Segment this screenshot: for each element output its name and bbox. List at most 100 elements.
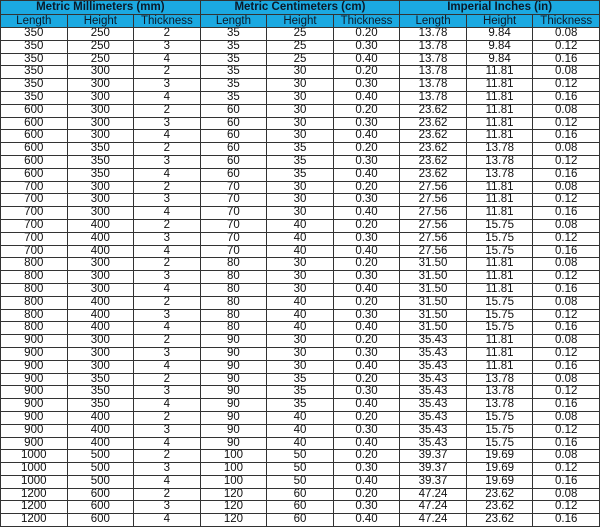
table-cell: 35 [199, 65, 268, 80]
table-cell: 0.12 [532, 346, 600, 361]
table-cell: 600 [0, 116, 68, 131]
table-cell: 0.20 [332, 449, 401, 464]
table-cell: 0.12 [532, 116, 600, 131]
table-cell: 31.50 [399, 295, 467, 310]
table-cell: 60 [266, 513, 334, 528]
table-cell: 60 [199, 103, 268, 118]
table-row: 700 400 4 70 40 0.40 27.56 15.75 0.16 [0, 244, 600, 259]
table-cell: 23.62 [399, 154, 467, 169]
table-cell: 600 [0, 167, 68, 182]
table-row: 1200 600 3 120 60 0.30 47.24 23.62 0.12 [0, 500, 600, 515]
table-cell: 35.43 [399, 385, 467, 400]
table-row: 900 300 2 90 30 0.20 35.43 11.81 0.08 [0, 334, 600, 348]
table-cell: 15.75 [465, 244, 534, 259]
table-cell: 19.69 [465, 449, 534, 464]
table-cell: 0.30 [332, 116, 401, 131]
table-cell: 15.75 [465, 410, 534, 425]
table-cell: 4 [133, 359, 201, 374]
table-cell: 35 [266, 372, 334, 387]
table-row: 1000 500 4 100 50 0.40 39.37 19.69 0.16 [0, 474, 600, 489]
table-cell: 2 [133, 372, 201, 387]
table-cell: 700 [0, 244, 68, 259]
table-row: 1000 500 3 100 50 0.30 39.37 19.69 0.12 [0, 462, 600, 476]
table-cell: 90 [199, 436, 268, 451]
table-cell: 23.62 [399, 103, 467, 118]
table-cell: 0.16 [532, 167, 600, 182]
group-header-mm: Metric Millimeters (mm) [0, 0, 201, 15]
table-cell: 400 [66, 410, 135, 425]
table-cell: 4 [133, 206, 201, 220]
table-cell: 13.78 [465, 154, 534, 169]
table-row: 700 300 3 70 30 0.30 27.56 11.81 0.12 [0, 193, 600, 208]
table-cell: 0.08 [532, 487, 600, 502]
table-cell: 30 [266, 103, 334, 118]
table-cell: 0.16 [532, 359, 600, 374]
table-cell: 300 [66, 334, 135, 348]
table-cell: 0.30 [332, 346, 401, 361]
table-cell: 23.62 [399, 167, 467, 182]
table-cell: 0.08 [532, 65, 600, 80]
table-cell: 23.62 [399, 116, 467, 131]
table-cell: 60 [199, 129, 268, 144]
table-cell: 3 [133, 500, 201, 515]
table-cell: 0.40 [332, 474, 401, 489]
table-cell: 1000 [0, 449, 68, 464]
table-cell: 350 [0, 39, 68, 54]
table-cell: 19.69 [465, 462, 534, 476]
table-cell: 250 [66, 39, 135, 54]
table-cell: 25 [266, 27, 334, 41]
table-cell: 900 [0, 372, 68, 387]
table-cell: 3 [133, 154, 201, 169]
table-cell: 30 [266, 78, 334, 92]
table-cell: 70 [199, 193, 268, 208]
table-cell: 0.40 [332, 206, 401, 220]
table-cell: 300 [66, 257, 135, 272]
table-cell: 0.20 [332, 372, 401, 387]
table-cell: 60 [199, 142, 268, 156]
table-cell: 0.30 [332, 231, 401, 246]
table-cell: 800 [0, 270, 68, 284]
table-cell: 31.50 [399, 270, 467, 284]
table-cell: 40 [266, 321, 334, 336]
table-cell: 30 [266, 116, 334, 131]
table-cell: 120 [199, 513, 268, 528]
table-cell: 90 [199, 334, 268, 348]
table-cell: 600 [66, 487, 135, 502]
table-cell: 2 [133, 449, 201, 464]
table-cell: 11.81 [465, 90, 534, 105]
table-cell: 0.30 [332, 154, 401, 169]
table-cell: 13.78 [465, 142, 534, 156]
table-cell: 0.12 [532, 78, 600, 92]
table-cell: 27.56 [399, 180, 467, 195]
table-cell: 15.75 [465, 231, 534, 246]
table-cell: 0.40 [332, 282, 401, 297]
table-cell: 600 [66, 513, 135, 528]
table-cell: 350 [66, 154, 135, 169]
table-cell: 35 [199, 39, 268, 54]
table-cell: 3 [133, 39, 201, 54]
table-cell: 80 [199, 282, 268, 297]
table-cell: 350 [0, 78, 68, 92]
column-header-thickness: Thickness [133, 13, 201, 28]
table-cell: 300 [66, 103, 135, 118]
table-cell: 0.30 [332, 385, 401, 400]
table-cell: 900 [0, 385, 68, 400]
table-cell: 70 [199, 244, 268, 259]
table-cell: 13.78 [465, 398, 534, 412]
table-cell: 23.62 [399, 129, 467, 144]
table-cell: 90 [199, 423, 268, 438]
table-cell: 13.78 [399, 27, 467, 41]
table-cell: 40 [266, 308, 334, 323]
table-row: 900 300 3 90 30 0.30 35.43 11.81 0.12 [0, 346, 600, 361]
table-cell: 800 [0, 321, 68, 336]
table-cell: 60 [266, 500, 334, 515]
table-cell: 35 [266, 398, 334, 412]
table-cell: 23.62 [465, 513, 534, 528]
table-cell: 13.78 [399, 52, 467, 67]
table-cell: 0.20 [332, 334, 401, 348]
table-cell: 90 [199, 410, 268, 425]
table-cell: 350 [66, 142, 135, 156]
table-cell: 0.20 [332, 180, 401, 195]
table-cell: 0.12 [532, 500, 600, 515]
table-row: 700 300 2 70 30 0.20 27.56 11.81 0.08 [0, 180, 600, 195]
